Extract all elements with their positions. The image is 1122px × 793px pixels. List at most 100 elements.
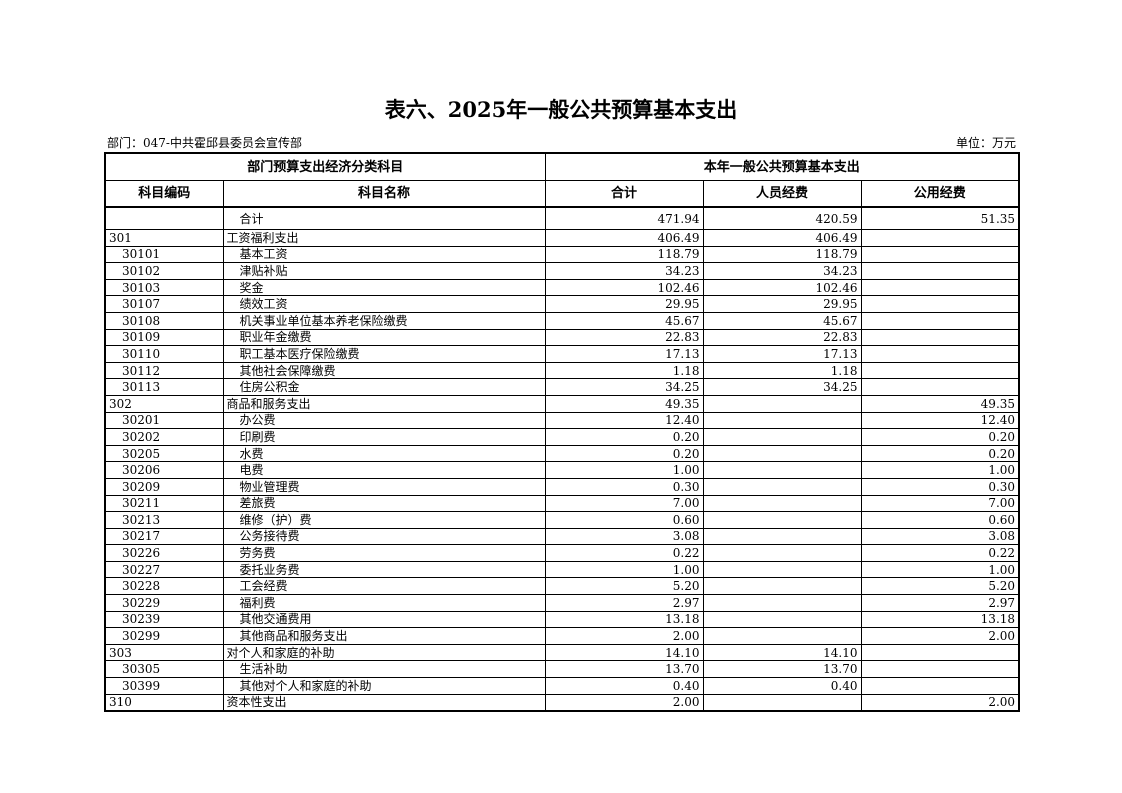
table-row: 30101 基本工资 118.79 118.79: [104, 245, 1020, 264]
table-row: 301 工资福利支出 406.49 406.49: [104, 229, 1020, 247]
table-cell: 3.08: [860, 527, 1020, 546]
table-cell: 2.00: [860, 693, 1020, 712]
table-cell: 30239: [104, 610, 224, 629]
table-cell: [702, 477, 862, 496]
table-cell: 职工基本医疗保险缴费: [222, 345, 546, 363]
table-cell: [860, 643, 1020, 662]
table-cell: 2.00: [544, 627, 704, 645]
table-cell: 3.08: [544, 527, 704, 546]
table-cell: 机关事业单位基本养老保险缴费: [222, 311, 546, 330]
table-cell: 30211: [104, 494, 224, 513]
table-cell: 301: [104, 229, 224, 247]
column-header: 合计: [544, 180, 704, 208]
table-cell: 工资福利支出: [222, 229, 546, 247]
table-cell: 劳务费: [222, 544, 546, 562]
table-cell: 5.20: [860, 577, 1020, 596]
table-row: 30102 津贴补贴 34.23 34.23: [104, 262, 1020, 280]
table-cell: 30107: [104, 295, 224, 313]
table-row: 30217 公务接待费 3.08 3.08: [104, 527, 1020, 546]
table-cell: 303: [104, 643, 224, 662]
table-row: 30227 委托业务费 1.00 1.00: [104, 560, 1020, 579]
table-cell: 49.35: [860, 394, 1020, 413]
table-cell: 办公费: [222, 411, 546, 430]
title: 表六、2025年一般公共预算基本支出: [384, 97, 738, 122]
table-cell: [702, 527, 862, 546]
table-cell: 住房公积金: [222, 378, 546, 396]
table-cell: [860, 262, 1020, 280]
table-row: 30108 机关事业单位基本养老保险缴费 45.67 45.67: [104, 311, 1020, 330]
table-cell: 13.70: [702, 660, 862, 679]
table-cell: 30206: [104, 461, 224, 479]
table-cell: 13.18: [544, 610, 704, 629]
table-cell: 34.23: [544, 262, 704, 280]
table-row: 30110 职工基本医疗保险缴费 17.13 17.13: [104, 345, 1020, 363]
table-cell: [860, 295, 1020, 313]
table-cell: 工会经费: [222, 577, 546, 596]
table-cell: 1.00: [544, 560, 704, 579]
table-cell: 对个人和家庭的补助: [222, 643, 546, 662]
table-cell: [702, 560, 862, 579]
table-cell: 1.18: [544, 361, 704, 380]
table-cell: 420.59: [702, 206, 862, 230]
column-header: 科目编码: [104, 180, 224, 208]
table-cell: [702, 444, 862, 463]
table-cell: 17.13: [702, 345, 862, 363]
table-cell: 0.40: [544, 677, 704, 695]
table-cell: 22.83: [702, 328, 862, 347]
table-cell: 5.20: [544, 577, 704, 596]
table-cell: 406.49: [544, 229, 704, 247]
table-cell: 合计: [222, 206, 546, 230]
table-cell: 30305: [104, 660, 224, 679]
table-cell: [860, 278, 1020, 297]
table-row: 303 对个人和家庭的补助 14.10 14.10: [104, 643, 1020, 662]
table-cell: 302: [104, 394, 224, 413]
column-header: 人员经费: [702, 180, 862, 208]
table-cell: 0.22: [860, 544, 1020, 562]
table-cell: [702, 544, 862, 562]
table-cell: 30299: [104, 627, 224, 645]
table-cell: [860, 345, 1020, 363]
table-cell: 商品和服务支出: [222, 394, 546, 413]
table-cell: 102.46: [702, 278, 862, 297]
table-cell: 34.25: [702, 378, 862, 396]
header-group-row: 部门预算支出经济分类科目 本年一般公共预算基本支出: [104, 152, 1020, 181]
table-cell: 30113: [104, 378, 224, 396]
table-cell: 406.49: [702, 229, 862, 247]
table-cell: 奖金: [222, 278, 546, 297]
header-group: 本年一般公共预算基本支出: [544, 152, 1020, 181]
table-cell: [702, 577, 862, 596]
unit: 单位：万元: [955, 136, 1016, 150]
table-row: 30205 水费 0.20 0.20: [104, 444, 1020, 463]
table-cell: 34.23: [702, 262, 862, 280]
table-row: 30228 工会经费 5.20 5.20: [104, 577, 1020, 596]
table-cell: 基本工资: [222, 245, 546, 264]
department: 部门：047-中共霍邱县委员会宣传部: [107, 136, 302, 150]
table-cell: 水费: [222, 444, 546, 463]
table-row: 30305 生活补助 13.70 13.70: [104, 660, 1020, 679]
table-cell: 13.70: [544, 660, 704, 679]
table-cell: 34.25: [544, 378, 704, 396]
table-cell: 45.67: [544, 311, 704, 330]
table-row: 30103 奖金 102.46 102.46: [104, 278, 1020, 297]
table-cell: 12.40: [860, 411, 1020, 430]
table-cell: [860, 361, 1020, 380]
table-cell: 其他社会保障缴费: [222, 361, 546, 380]
table-row: 30299 其他商品和服务支出 2.00 2.00: [104, 627, 1020, 645]
table-cell: 0.20: [544, 428, 704, 446]
table-row: 30206 电费 1.00 1.00: [104, 461, 1020, 479]
table-cell: 0.40: [702, 677, 862, 695]
table-cell: [702, 693, 862, 712]
table-cell: 2.97: [544, 594, 704, 612]
table-cell: 30399: [104, 677, 224, 695]
table-cell: 30209: [104, 477, 224, 496]
table-cell: [702, 627, 862, 645]
table-cell: 118.79: [544, 245, 704, 264]
table-row: 合计 471.94 420.59 51.35: [104, 206, 1020, 230]
table-cell: 30103: [104, 278, 224, 297]
table-cell: 30226: [104, 544, 224, 562]
table-cell: [702, 511, 862, 529]
table-cell: 电费: [222, 461, 546, 479]
table-cell: 102.46: [544, 278, 704, 297]
table-cell: 30112: [104, 361, 224, 380]
